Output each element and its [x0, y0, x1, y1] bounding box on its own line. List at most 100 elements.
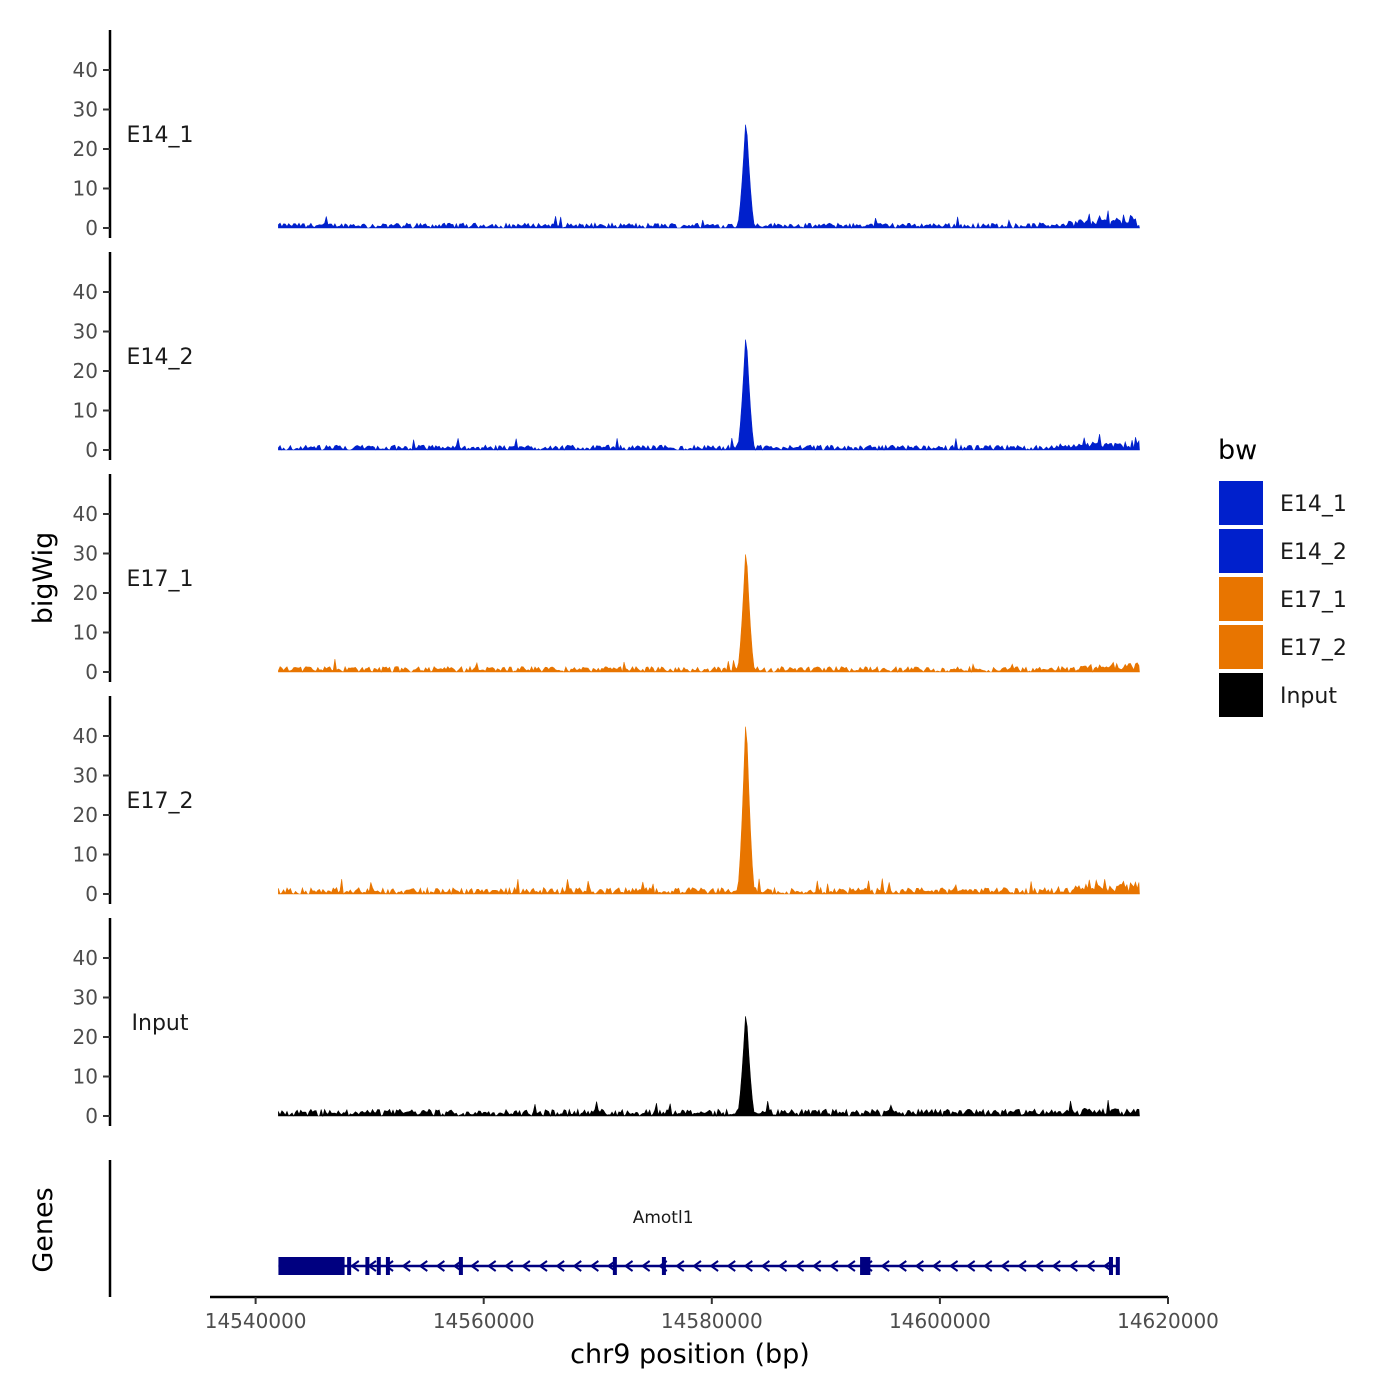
x-axis-title: chr9 position (bp): [570, 1339, 810, 1370]
y-tick-label: 40: [73, 724, 98, 748]
strand-arrow: [1017, 1260, 1027, 1272]
track-input: 0 10 20 30 40 Input: [73, 918, 1140, 1128]
y-tick-label: 20: [73, 137, 98, 161]
strand-arrow: [572, 1260, 582, 1272]
strand-arrow: [794, 1260, 805, 1272]
track-e17-2: 0 10 20 30 40 E17_2: [73, 696, 1140, 906]
strand-arrow: [384, 1260, 394, 1272]
gene-exon: [458, 1257, 463, 1275]
track-label: Input: [132, 1011, 189, 1036]
strand-arrow: [658, 1260, 668, 1272]
legend: bw E14_1 E14_2 E17_1 E17_2 Input: [1217, 435, 1347, 719]
strand-arrow: [418, 1260, 428, 1272]
strand-arrow: [760, 1260, 770, 1272]
strand-arrow: [589, 1260, 599, 1272]
legend-key: [1217, 575, 1265, 623]
strand-arrow: [367, 1260, 377, 1272]
coverage-area: [278, 554, 1140, 674]
x-tick-label: 14580000: [661, 1309, 763, 1333]
strand-arrow: [812, 1260, 822, 1272]
strand-arrow: [401, 1260, 411, 1272]
track-label: E14_2: [127, 345, 194, 370]
strand-arrow: [726, 1260, 736, 1272]
y-tick-label: 10: [73, 399, 98, 423]
legend-label: E17_1: [1280, 588, 1347, 613]
legend-title: bw: [1218, 435, 1257, 466]
x-tick-label: 14540000: [205, 1309, 307, 1333]
track-label: E17_2: [127, 789, 194, 814]
legend-label: E17_2: [1280, 636, 1347, 661]
y-tick-label: 0: [85, 1104, 98, 1128]
y-tick-label: 30: [73, 542, 98, 566]
strand-arrow: [846, 1260, 856, 1272]
y-tick-label: 0: [85, 882, 98, 906]
strand-arrow: [897, 1260, 907, 1272]
strand-arrow: [606, 1260, 617, 1272]
coverage-area: [278, 339, 1140, 451]
strand-arrow: [1034, 1260, 1044, 1272]
gene-exon-block: [278, 1257, 345, 1275]
strand-arrow: [777, 1260, 788, 1272]
strand-arrow: [521, 1260, 531, 1272]
strand-arrow: [931, 1260, 942, 1272]
genes-panel: Amotl1: [108, 1160, 1120, 1297]
strand-arrow: [1000, 1260, 1010, 1272]
y-tick-label: 30: [73, 98, 98, 122]
coverage-area: [278, 1016, 1140, 1118]
y-tick-label: 40: [73, 280, 98, 304]
y-axis-title: bigWig: [28, 532, 59, 625]
track-e14-2: 0 10 20 30 40 E14_2: [73, 252, 1140, 462]
y-tick-label: 40: [73, 502, 98, 526]
legend-key: [1217, 671, 1265, 719]
gene-exon: [385, 1257, 390, 1275]
strand-arrow: [623, 1260, 634, 1272]
gene-exon: [1115, 1257, 1120, 1275]
x-tick-label: 14600000: [889, 1309, 991, 1333]
gene-exon: [347, 1257, 352, 1275]
y-tick-label: 30: [73, 764, 98, 788]
strand-arrow: [1051, 1260, 1061, 1272]
y-tick-label: 0: [85, 216, 98, 240]
legend-key: [1217, 527, 1265, 575]
x-tick-label: 14620000: [1117, 1309, 1219, 1333]
y-tick-label: 20: [73, 1025, 98, 1049]
track-e14-1: 0 10 20 30 40 E14_1: [73, 30, 1140, 240]
strand-arrow: [914, 1260, 924, 1272]
strand-arrow: [486, 1260, 497, 1272]
x-axis: 14540000 14560000 14580000 14600000 14620000: [205, 1295, 1219, 1333]
strand-arrow: [829, 1260, 839, 1272]
track-label: E14_1: [127, 123, 194, 148]
strand-arrow: [435, 1260, 445, 1272]
genes-axis-title: Genes: [28, 1187, 59, 1272]
legend-label: Input: [1280, 684, 1337, 709]
y-tick-label: 10: [73, 621, 98, 645]
y-tick-label: 40: [73, 58, 98, 82]
strand-arrow: [452, 1260, 463, 1272]
y-tick-label: 20: [73, 803, 98, 827]
strand-arrow: [880, 1260, 890, 1272]
y-tick-label: 40: [73, 946, 98, 970]
x-tick-label: 14560000: [433, 1309, 535, 1333]
coverage-area: [278, 726, 1140, 896]
strand-arrow: [709, 1260, 719, 1272]
y-tick-label: 30: [73, 986, 98, 1010]
gene-name-label: Amotl1: [633, 1208, 694, 1228]
strand-arrow: [692, 1260, 702, 1272]
coverage-area: [278, 124, 1140, 229]
strand-arrow: [863, 1260, 873, 1272]
legend-key: [1217, 623, 1265, 671]
strand-arrow: [948, 1260, 959, 1272]
bigwig-tracks: 0 10 20 30 40 E14_1 0 10 20 30 40 E14_2 0 10 20 30 40 E17…: [73, 30, 1140, 1128]
strand-arrow: [640, 1260, 651, 1272]
y-tick-label: 10: [73, 177, 98, 201]
gene-exon: [1108, 1257, 1113, 1275]
gene-exon: [612, 1257, 617, 1275]
track-label: E17_1: [127, 567, 194, 592]
legend-label: E14_2: [1280, 540, 1347, 565]
gene-exon: [661, 1257, 666, 1275]
strand-arrow: [743, 1260, 753, 1272]
strand-arrow: [555, 1260, 565, 1272]
strand-arrow: [504, 1260, 514, 1272]
y-tick-label: 10: [73, 1065, 98, 1089]
